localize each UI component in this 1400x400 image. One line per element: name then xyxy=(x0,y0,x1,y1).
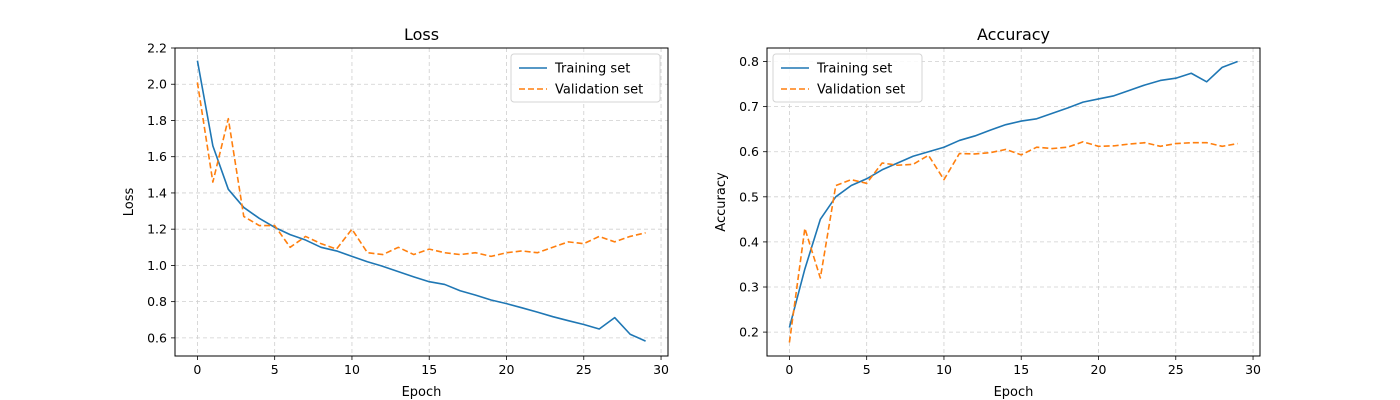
x-axis-label: Epoch xyxy=(994,385,1034,400)
legend: Training set Validation set xyxy=(772,53,923,103)
chart-title: Loss xyxy=(404,25,439,44)
y-axis-label: Loss xyxy=(122,188,137,217)
legend-box xyxy=(772,53,923,103)
plot-area-frame xyxy=(174,47,669,357)
y-tick-label: 0.4 xyxy=(739,234,759,249)
y-tick-label: 2.2 xyxy=(147,41,167,56)
y-tick-label: 0.5 xyxy=(739,189,759,204)
y-tick-label: 0.6 xyxy=(147,330,167,345)
x-tick-label: 15 xyxy=(421,362,437,377)
series-line-validation-set xyxy=(788,141,1238,343)
legend-entry-label: Validation set xyxy=(817,83,905,98)
y-tick-label: 0.2 xyxy=(739,325,759,340)
x-tick-label: 25 xyxy=(576,362,592,377)
series-line-training-set xyxy=(788,60,1238,328)
y-tick-label: 2.0 xyxy=(147,77,167,92)
y-tick-label: 0.8 xyxy=(147,294,167,309)
y-tick-label: 1.8 xyxy=(147,113,167,128)
y-tick-label: 0.3 xyxy=(739,280,759,295)
legend-entry-label: Training set xyxy=(816,62,892,77)
x-tick-label: 25 xyxy=(1168,362,1184,377)
x-tick-label: 5 xyxy=(863,362,871,377)
x-tick-label: 30 xyxy=(1245,362,1261,377)
y-axis-label: Accuracy xyxy=(714,172,729,232)
y-tick-label: 0.6 xyxy=(739,144,759,159)
series-line-training-set xyxy=(196,60,646,342)
x-tick-label: 5 xyxy=(271,362,279,377)
x-tick-label: 20 xyxy=(499,362,515,377)
legend: Training set Validation set xyxy=(510,53,661,103)
y-tick-label: 1.6 xyxy=(147,149,167,164)
y-tick-label: 0.7 xyxy=(739,99,759,114)
plot-area-frame xyxy=(766,47,1261,357)
x-tick-label: 20 xyxy=(1091,362,1107,377)
legend-entry-label: Training set xyxy=(554,62,630,77)
chart-accuracy-panel: 0 5 10 15 20 25 30 0.2 0.3 0.4 0.5 0.6 0.7 0.8 Accurac… xyxy=(714,25,1261,400)
x-tick-label: 30 xyxy=(653,362,669,377)
y-tick-label: 0.8 xyxy=(739,54,759,69)
chart-loss-panel: 0 5 10 15 20 25 30 0.6 0.8 1.0 1.2 1.4 1.6 1.8 2.0 2.2 L… xyxy=(122,25,669,400)
legend-box xyxy=(510,53,661,103)
legend-entry-label: Validation set xyxy=(555,83,643,98)
chart-title: Accuracy xyxy=(977,25,1050,44)
y-tick-label: 1.2 xyxy=(147,222,167,237)
x-tick-label: 15 xyxy=(1013,362,1029,377)
y-tick-label: 1.0 xyxy=(147,258,167,273)
x-tick-label: 0 xyxy=(193,362,201,377)
x-tick-label: 0 xyxy=(785,362,793,377)
x-tick-label: 10 xyxy=(936,362,952,377)
series-line-validation-set xyxy=(196,82,646,258)
y-tick-label: 1.4 xyxy=(147,185,167,200)
x-axis-label: Epoch xyxy=(402,385,442,400)
x-tick-label: 10 xyxy=(344,362,360,377)
